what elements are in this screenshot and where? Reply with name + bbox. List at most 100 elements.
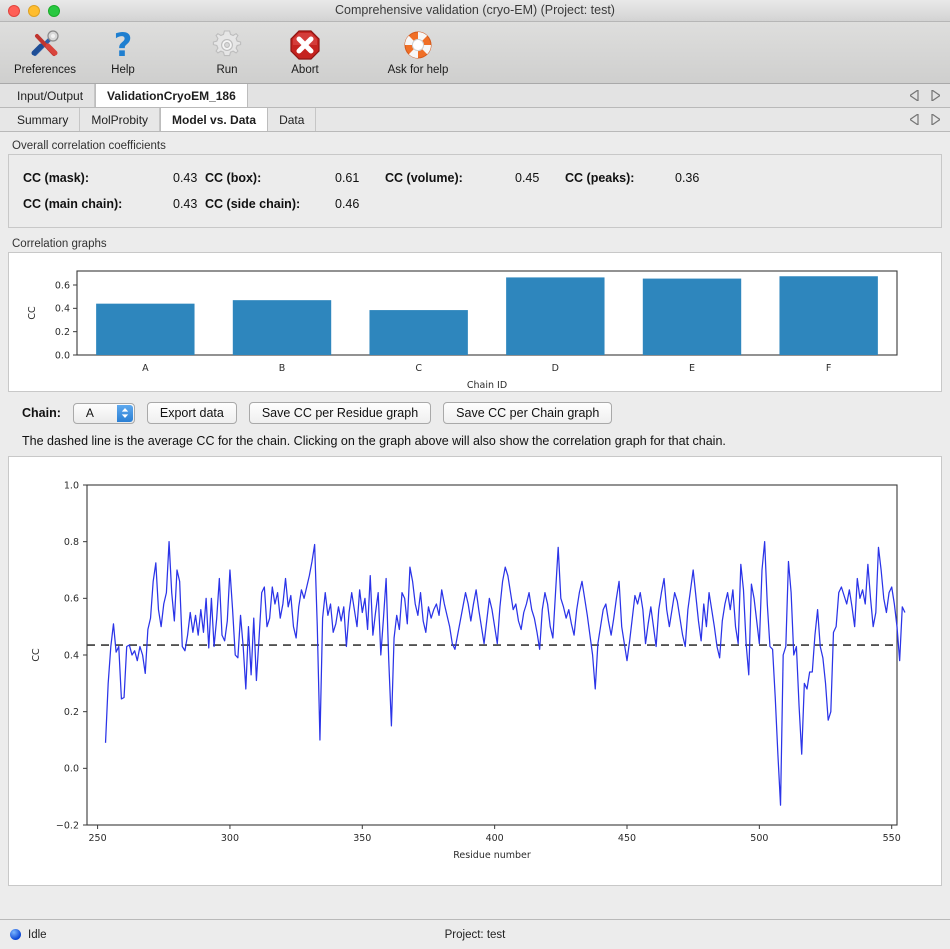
tab-model-vs-data[interactable]: Model vs. Data [160, 108, 269, 131]
question-mark-icon: ? [106, 27, 140, 63]
svg-text:?: ? [114, 28, 133, 62]
window-title: Comprehensive validation (cryo-EM) (Proj… [335, 3, 615, 17]
gear-icon [210, 27, 244, 63]
toolbar-gap-1 [162, 25, 188, 27]
bar-F [779, 276, 878, 355]
svg-text:D: D [552, 363, 559, 374]
svg-text:−0.2: −0.2 [56, 820, 79, 831]
svg-text:350: 350 [353, 833, 371, 844]
svg-text:0.4: 0.4 [55, 304, 70, 315]
cc-mask-value: 0.43 [173, 171, 198, 185]
status-dot-icon [10, 929, 21, 940]
status-text: Idle [28, 928, 47, 941]
bar-D [506, 277, 605, 355]
scroll-left-icon[interactable] [910, 90, 919, 101]
cc-box-value: 0.61 [335, 171, 360, 185]
help-label: Help [111, 64, 135, 76]
svg-text:500: 500 [750, 833, 768, 844]
preferences-label: Preferences [13, 64, 76, 76]
abort-label: Abort [291, 64, 319, 76]
overall-correlation-title: Overall correlation coefficients [12, 140, 166, 152]
tab-validation-cryoem[interactable]: ValidationCryoEM_186 [95, 84, 248, 107]
cc-per-residue-svg: −0.2 0.0 0.2 0.4 0.6 0.8 1.0 250 300 350 400 450 500… [31, 480, 906, 861]
secondary-tab-filler [316, 108, 950, 131]
primary-tab-filler [248, 84, 950, 107]
cc-main-chain-label: CC (main chain): [23, 197, 123, 211]
svg-text:C: C [415, 363, 422, 374]
correlation-graphs-title: Correlation graphs [12, 238, 107, 250]
cc-box-label: CC (box): [205, 171, 262, 185]
overall-correlation-body: CC (mask): 0.43 CC (box): 0.61 CC (volum… [8, 154, 942, 228]
tab-summary[interactable]: Summary [6, 108, 81, 131]
svg-text:450: 450 [618, 833, 636, 844]
svg-text:CC: CC [27, 306, 38, 320]
stop-octagon-x-icon [288, 27, 322, 63]
scroll-left-icon[interactable] [910, 114, 919, 125]
svg-text:A: A [142, 363, 149, 374]
title-bar: Comprehensive validation (cryo-EM) (Proj… [0, 0, 950, 22]
tab-data[interactable]: Data [268, 108, 317, 131]
ask-for-help-label: Ask for help [387, 64, 449, 76]
save-cc-per-chain-graph-button[interactable]: Save CC per Chain graph [443, 402, 613, 424]
svg-text:0.2: 0.2 [64, 707, 79, 718]
cc-side-chain-value: 0.46 [335, 197, 360, 211]
run-button[interactable]: Run [188, 25, 266, 76]
cc-peaks-value: 0.36 [675, 171, 700, 185]
status-bar: Project: test Idle [0, 919, 950, 949]
status-project: Project: test [444, 928, 506, 941]
bar-E [642, 278, 742, 355]
status-indicator: Idle [0, 929, 47, 941]
svg-text:Residue number: Residue number [453, 850, 531, 861]
toolbar: Preferences ? Help Run [0, 22, 950, 84]
bar-C [369, 310, 468, 355]
svg-text:Chain ID: Chain ID [467, 380, 507, 391]
svg-text:F: F [826, 363, 831, 374]
chain-select[interactable]: A [72, 402, 135, 424]
svg-text:1.0: 1.0 [64, 480, 79, 491]
svg-text:0.6: 0.6 [55, 280, 70, 291]
chain-controls: Chain: A Export data Save CC per Residue… [0, 392, 950, 430]
chain-select-value: A [85, 406, 94, 420]
zoom-button[interactable] [48, 5, 60, 17]
ask-for-help-button[interactable]: Ask for help [370, 25, 466, 76]
correlation-graphs-group: Correlation graphs [8, 238, 942, 250]
bar-B [232, 300, 332, 355]
cc-per-chain-chart[interactable]: 0.0 0.2 0.4 0.6 A B C D E F Chain ID CC [8, 252, 942, 392]
primary-tab-scroll-arrows [910, 84, 946, 107]
abort-button[interactable]: Abort [266, 25, 344, 76]
secondary-tab-bar: Summary MolProbity Model vs. Data Data [0, 108, 950, 132]
minimize-button[interactable] [28, 5, 40, 17]
export-data-button[interactable]: Export data [146, 402, 237, 424]
svg-text:0.6: 0.6 [64, 594, 79, 605]
svg-text:0.0: 0.0 [55, 350, 70, 361]
bar-A [96, 303, 195, 355]
chain-label: Chain: [22, 406, 61, 420]
chevron-updown-icon[interactable] [116, 404, 133, 422]
svg-text:B: B [279, 363, 286, 374]
dashed-line-hint: The dashed line is the average CC for th… [22, 434, 726, 448]
cc-per-residue-chart[interactable]: −0.2 0.0 0.2 0.4 0.6 0.8 1.0 250 300 350 400 450 500… [8, 456, 942, 886]
tab-input-output[interactable]: Input/Output [6, 84, 96, 107]
svg-text:0.4: 0.4 [64, 650, 79, 661]
life-ring-icon [401, 27, 435, 63]
close-button[interactable] [8, 5, 20, 17]
tab-molprobity[interactable]: MolProbity [80, 108, 161, 131]
svg-text:300: 300 [221, 833, 239, 844]
cc-volume-value: 0.45 [515, 171, 540, 185]
svg-text:550: 550 [883, 833, 901, 844]
scroll-right-icon[interactable] [931, 114, 940, 125]
svg-text:E: E [689, 363, 695, 374]
save-cc-per-residue-graph-button[interactable]: Save CC per Residue graph [248, 402, 432, 424]
overall-correlation-group: Overall correlation coefficients CC (mas… [8, 140, 942, 228]
scroll-right-icon[interactable] [931, 90, 940, 101]
tools-icon [28, 27, 62, 63]
svg-text:400: 400 [486, 833, 504, 844]
traffic-lights [8, 5, 60, 17]
help-button[interactable]: ? Help [84, 25, 162, 76]
preferences-button[interactable]: Preferences [6, 25, 84, 76]
svg-text:0.2: 0.2 [55, 327, 70, 338]
toolbar-gap-2 [344, 25, 370, 27]
svg-text:0.8: 0.8 [64, 537, 79, 548]
run-label: Run [216, 64, 238, 76]
